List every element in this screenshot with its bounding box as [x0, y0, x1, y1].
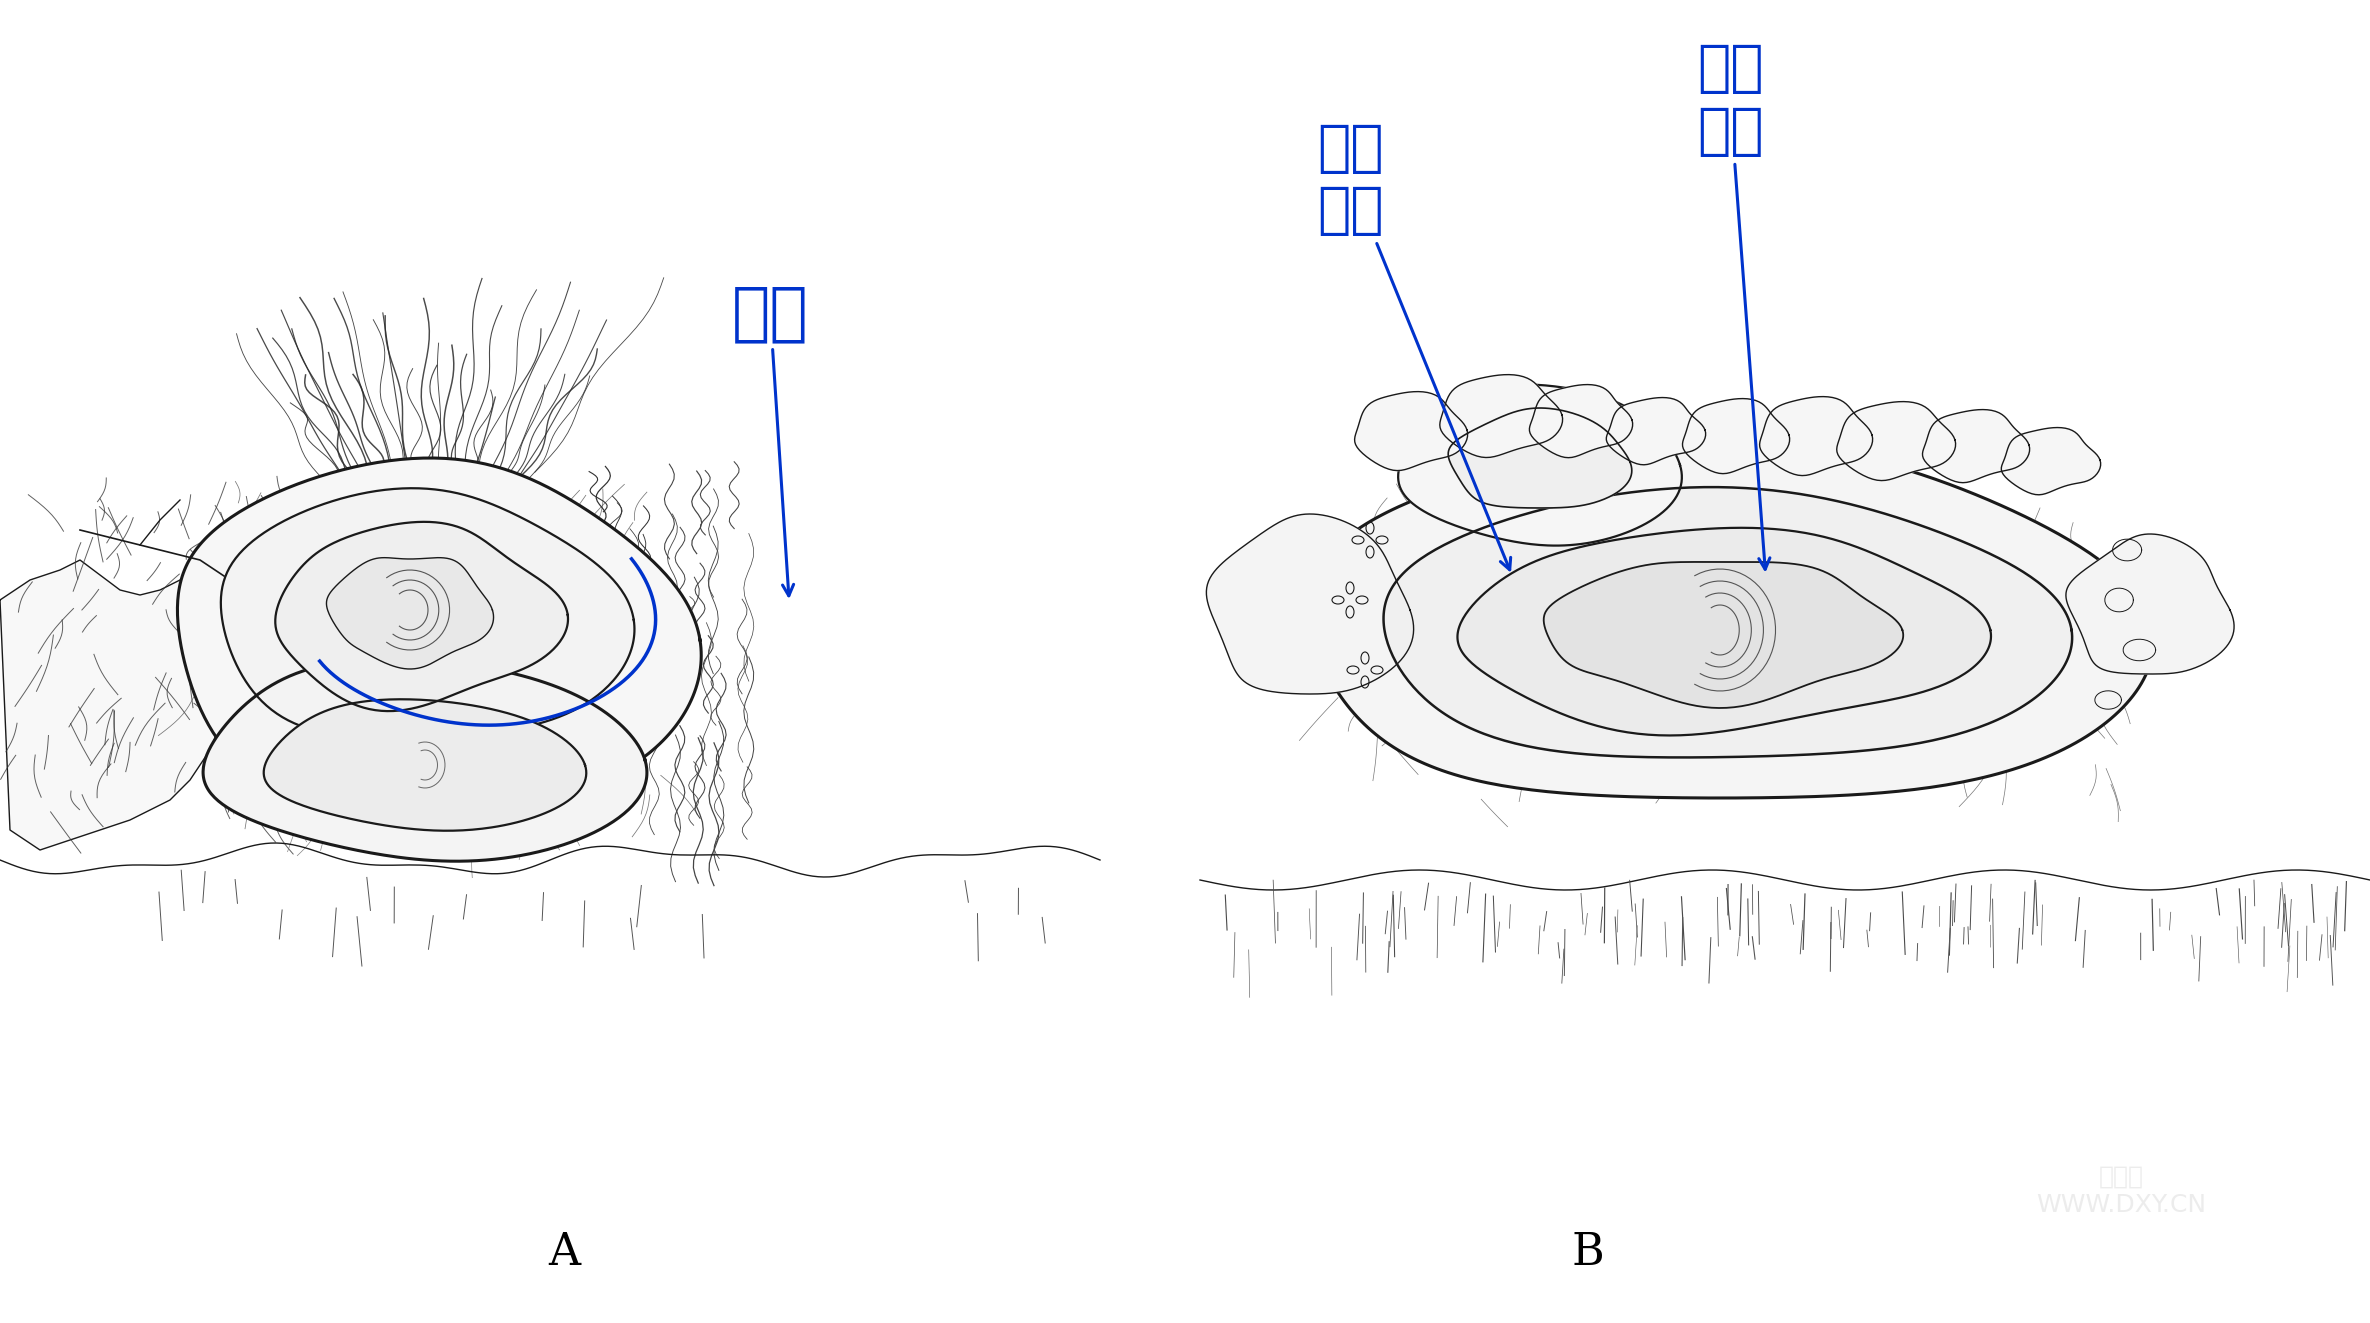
Polygon shape	[1683, 398, 1789, 474]
Polygon shape	[1543, 562, 1903, 708]
Text: B: B	[1571, 1230, 1604, 1274]
Polygon shape	[204, 659, 647, 861]
Polygon shape	[1837, 402, 1955, 480]
Polygon shape	[275, 521, 569, 710]
Polygon shape	[1448, 407, 1633, 508]
Polygon shape	[1398, 385, 1683, 545]
Text: 套鞘
外层: 套鞘 外层	[1697, 42, 1770, 569]
Polygon shape	[263, 700, 585, 831]
Polygon shape	[1356, 392, 1467, 471]
Polygon shape	[1759, 397, 1872, 475]
Text: 套鞘
内层: 套鞘 内层	[1318, 122, 1510, 570]
Text: 丁香园
WWW.DXY.CN: 丁香园 WWW.DXY.CN	[2036, 1164, 2206, 1217]
Polygon shape	[2067, 534, 2235, 673]
Polygon shape	[1458, 528, 1991, 736]
Polygon shape	[178, 458, 702, 802]
Polygon shape	[1922, 410, 2029, 483]
Polygon shape	[1384, 487, 2071, 758]
Polygon shape	[327, 558, 493, 669]
Polygon shape	[1311, 442, 2154, 798]
Text: 套头: 套头	[732, 282, 808, 595]
Polygon shape	[1206, 515, 1413, 695]
Polygon shape	[1441, 374, 1562, 458]
Polygon shape	[220, 488, 635, 737]
Polygon shape	[1529, 385, 1633, 458]
Polygon shape	[0, 560, 261, 849]
Text: A: A	[547, 1230, 581, 1274]
Polygon shape	[1607, 397, 1706, 464]
Polygon shape	[2000, 427, 2100, 495]
